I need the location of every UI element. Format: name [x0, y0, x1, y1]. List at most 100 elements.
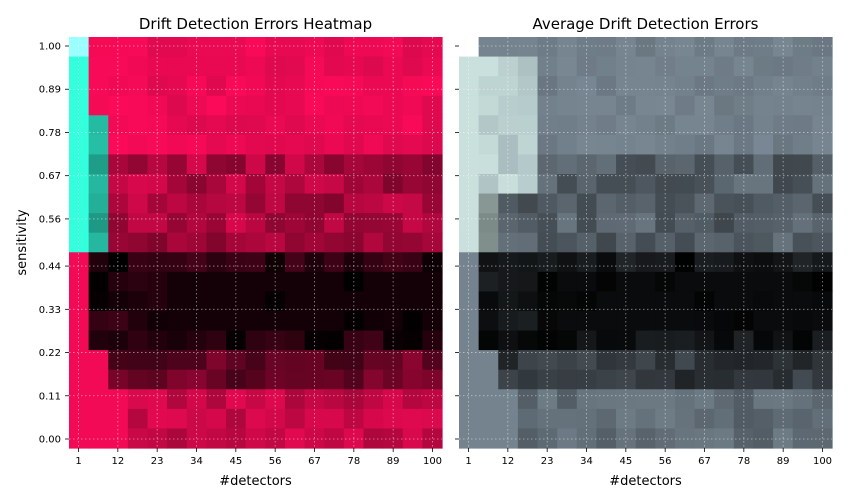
heatmap-cell	[557, 37, 578, 58]
heatmap-cell	[596, 369, 617, 390]
heatmap-cell	[245, 389, 266, 410]
heatmap-cell	[422, 174, 443, 195]
heatmap-cell	[284, 271, 306, 293]
heatmap-cell	[694, 193, 715, 214]
heatmap-cell	[557, 193, 578, 214]
heatmap-cell	[537, 369, 558, 390]
heatmap-cell	[206, 311, 227, 332]
heatmap-cell	[714, 428, 735, 449]
heatmap-cell	[88, 428, 109, 449]
heatmap-cell	[459, 76, 480, 97]
heatmap-cell	[422, 428, 443, 449]
heatmap-cell	[616, 350, 637, 371]
heatmap-cell	[596, 252, 617, 273]
heatmap-cell	[459, 193, 480, 214]
heatmap-cell	[402, 271, 423, 293]
heatmap-cell	[186, 193, 208, 214]
heatmap-cell	[422, 154, 443, 175]
heatmap-cell	[537, 56, 558, 77]
heatmap-cell	[498, 330, 519, 351]
heatmap-cell	[167, 37, 188, 58]
heatmap-cell	[459, 56, 480, 77]
heatmap-cell	[459, 311, 480, 332]
heatmap-cell	[245, 213, 266, 234]
heatmap-cell	[694, 408, 715, 430]
heatmap-cell	[576, 154, 598, 175]
heatmap-cell	[674, 271, 696, 293]
heatmap-cell	[498, 37, 519, 58]
heatmap-cell	[517, 369, 539, 390]
heatmap-cell	[127, 174, 149, 195]
heatmap-cell	[383, 37, 404, 58]
x-tick-label: 1	[75, 456, 81, 467]
heatmap-cell	[478, 271, 499, 293]
heatmap-cell	[402, 174, 423, 195]
heatmap-cell	[206, 56, 227, 77]
heatmap-cell	[284, 428, 306, 449]
heatmap-cell	[343, 232, 365, 253]
heatmap-cell	[402, 252, 423, 273]
heatmap-cell	[186, 76, 208, 97]
x-tick-label: 100	[423, 456, 442, 467]
heatmap-cell	[88, 369, 109, 390]
heatmap-cell	[616, 232, 637, 253]
heatmap-cell	[402, 213, 423, 234]
heatmap-cell	[733, 330, 755, 351]
heatmap-cell	[616, 369, 637, 390]
heatmap-cell	[694, 369, 715, 390]
heatmap-cell	[792, 330, 813, 351]
heatmap-cell	[478, 232, 499, 253]
heatmap-cell	[186, 389, 208, 410]
heatmap-cell	[714, 95, 735, 116]
heatmap-cell	[517, 350, 539, 371]
heatmap-cell	[108, 76, 129, 97]
heatmap-cell	[343, 369, 365, 390]
heatmap-cell	[792, 56, 813, 77]
heatmap-cell	[108, 174, 129, 195]
heatmap-cell	[674, 95, 696, 116]
heatmap-cell	[596, 95, 617, 116]
heatmap-cell	[186, 232, 208, 253]
heatmap-cell	[147, 428, 168, 449]
heatmap-cell	[304, 154, 325, 175]
heatmap-cell	[422, 56, 443, 77]
heatmap-cell	[792, 252, 813, 273]
heatmap-cell	[557, 56, 578, 77]
heatmap-cell	[773, 232, 794, 253]
heatmap-cell	[459, 232, 480, 253]
heatmap-cell	[674, 154, 696, 175]
heatmap-cell	[753, 174, 774, 195]
heatmap-cell	[812, 428, 833, 449]
heatmap-cell	[206, 350, 227, 371]
heatmap-cell	[517, 271, 539, 293]
heatmap-panel-average: 1 12 23 34 45 56 67 78 89 100 Average Drift Detect…	[455, 15, 833, 489]
heatmap-cell	[363, 428, 384, 449]
heatmap-cell	[655, 134, 676, 156]
heatmap-cell	[206, 428, 227, 449]
heatmap-cell	[343, 174, 365, 195]
heatmap-panel-errors: 1 12 23 34 45 56 67 78 89 100 1.00 0.89 0.78 0.67 0.56…	[15, 15, 443, 489]
heatmap-cell	[69, 213, 90, 234]
heatmap-cell	[147, 389, 168, 410]
heatmap-cell	[69, 232, 90, 253]
y-tick-label: 0.22	[39, 348, 61, 359]
heatmap-cell	[576, 291, 598, 312]
heatmap-cell	[459, 115, 480, 136]
heatmap-cell	[655, 428, 676, 449]
heatmap-cell	[498, 408, 519, 430]
heatmap-cell	[459, 174, 480, 195]
heatmap-cell	[147, 291, 168, 312]
heatmap-cell	[812, 154, 833, 175]
heatmap-cell	[635, 232, 656, 253]
heatmap-cell	[167, 213, 188, 234]
heatmap-cell	[402, 95, 423, 116]
heatmap-cell	[753, 213, 774, 234]
heatmap-cell	[284, 350, 306, 371]
heatmap-cell	[245, 232, 266, 253]
heatmap-cell	[304, 428, 325, 449]
heatmap-cell	[167, 76, 188, 97]
heatmap-cell	[655, 174, 676, 195]
heatmap-cell	[69, 174, 90, 195]
heatmap-cell	[773, 213, 794, 234]
